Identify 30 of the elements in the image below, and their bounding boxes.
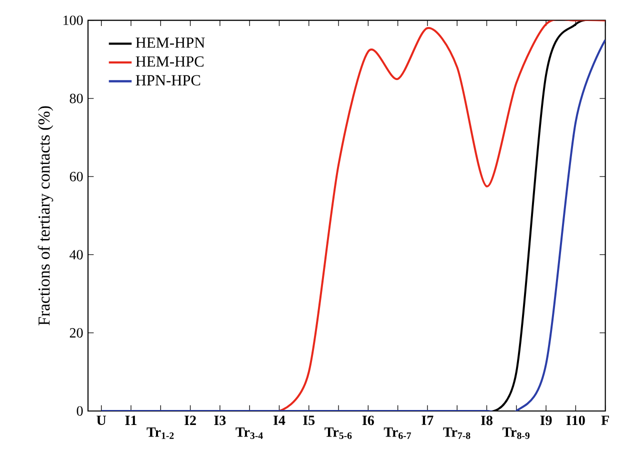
y-tick-label: 20 [70, 328, 83, 338]
x-tick-label: I3 [214, 416, 226, 426]
x-tick-label: I1 [125, 416, 136, 425]
x-tick-label: I2 [184, 416, 196, 425]
x-tick-label: I4 [273, 416, 286, 425]
x-tick-label: Tr$_{7-8}$ [443, 428, 470, 439]
x-tick-label: Tr$_{3-4}$ [236, 428, 263, 439]
legend-label: HPN-HPC [136, 75, 200, 86]
y-tick-label: 0 [76, 406, 83, 416]
y-tick-label: 60 [70, 172, 83, 182]
y-tick-label: 40 [70, 250, 83, 260]
x-tick-label: I7 [422, 416, 434, 425]
legend-label: HEM-HPC [136, 56, 204, 67]
x-tick-label: Tr$_{1-2}$ [146, 428, 174, 439]
line-series [278, 20, 606, 411]
x-tick-label: I8 [481, 416, 492, 426]
x-tick-label: U [96, 416, 106, 425]
x-tick-label: Tr$_{6-7}$ [384, 428, 412, 439]
line-series [100, 38, 606, 411]
x-tick-label: I6 [362, 416, 374, 426]
x-tick-label: Tr$_{5-6}$ [324, 428, 352, 439]
x-tick-label: F [601, 416, 609, 425]
legend-label: HEM-HPN [136, 38, 205, 48]
x-tick-label: I10 [566, 416, 585, 426]
y-axis-title: Fractions of tertiary contacts (%) [38, 106, 54, 326]
x-tick-label: I5 [303, 416, 315, 426]
x-tick-label: I9 [540, 416, 552, 426]
x-tick-label: Tr$_{8-9}$ [502, 428, 530, 439]
y-tick-label: 100 [64, 16, 83, 26]
y-tick-label: 80 [70, 94, 83, 104]
